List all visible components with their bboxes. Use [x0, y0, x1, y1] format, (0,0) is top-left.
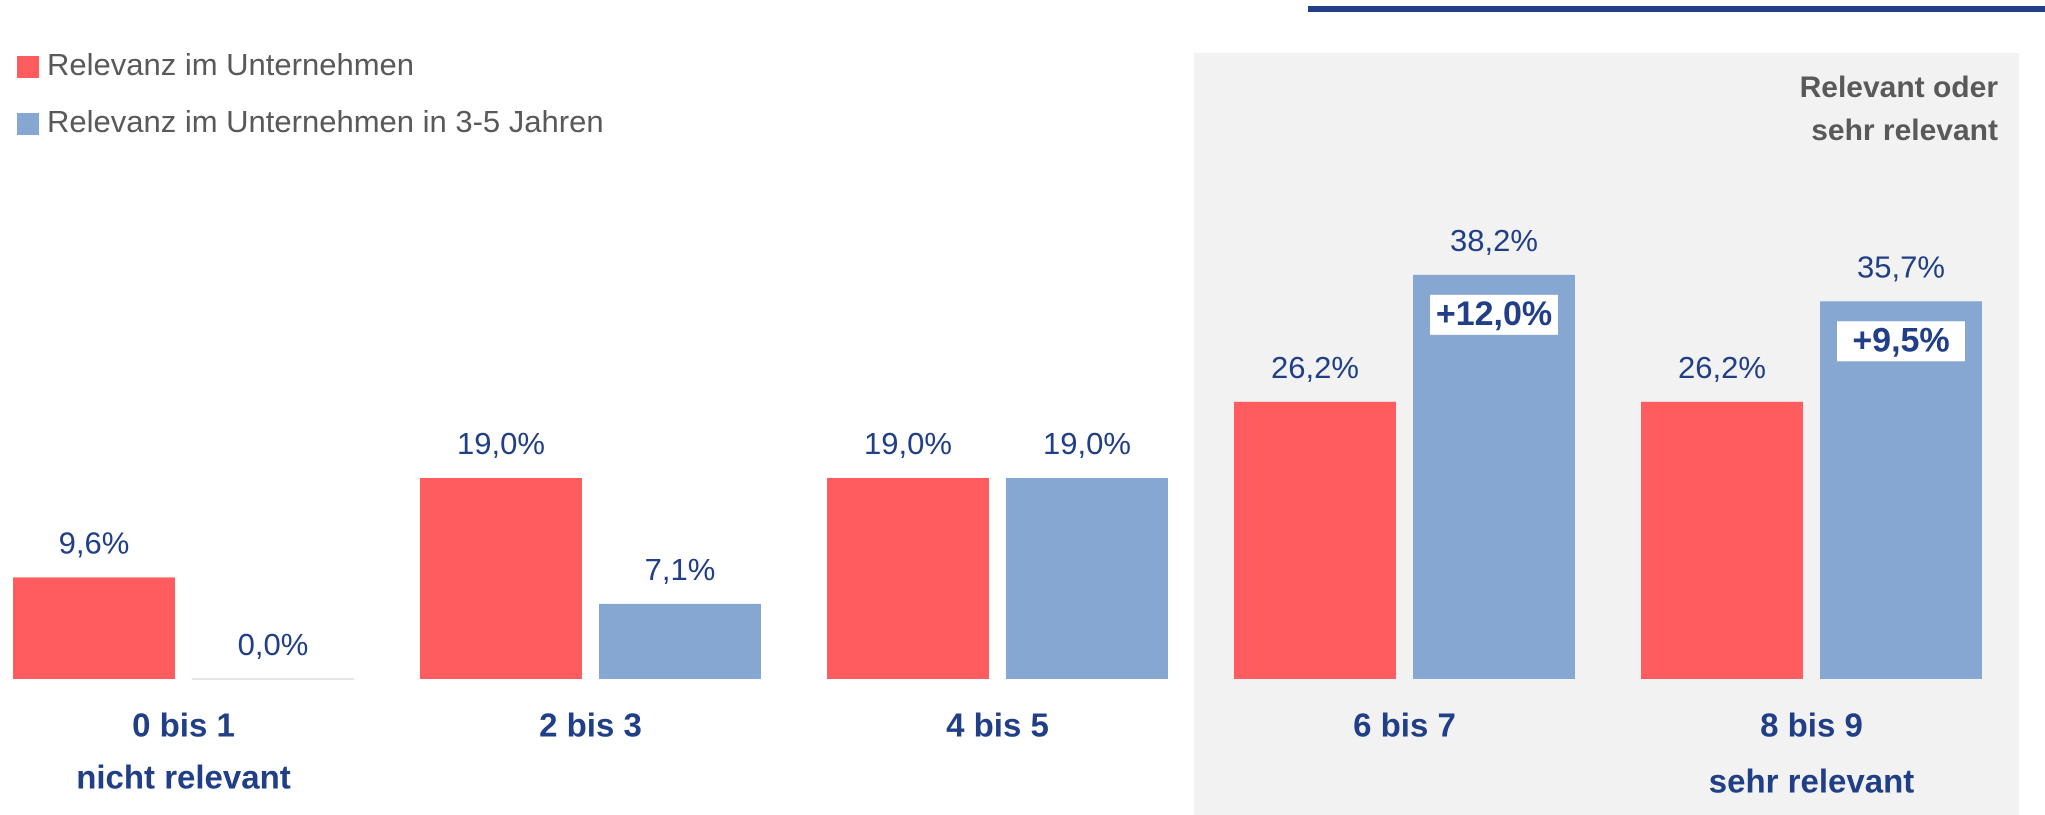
- value-label: 9,6%: [59, 526, 130, 561]
- annotation-box: [1430, 294, 1558, 335]
- highlight-label: sehr relevant: [1811, 114, 1998, 147]
- legend-swatch: [17, 56, 39, 78]
- value-label: 0,0%: [238, 627, 309, 662]
- bar: [1006, 477, 1168, 679]
- legend-label: Relevanz im Unternehmen in 3-5 Jahren: [47, 104, 604, 139]
- value-label: 19,0%: [864, 426, 952, 461]
- category-note: nicht relevant: [76, 759, 291, 796]
- x-tick-label: 0 bis 1: [132, 707, 235, 744]
- category-note: sehr relevant: [1709, 763, 1914, 800]
- value-label: 19,0%: [1043, 426, 1131, 461]
- value-label: 7,1%: [645, 552, 716, 587]
- bar: [1234, 401, 1396, 679]
- bar: [599, 603, 761, 679]
- bar: [1641, 401, 1803, 679]
- value-label: 19,0%: [457, 426, 545, 461]
- annotation: +12,0%: [1436, 295, 1552, 333]
- x-tick-label: 8 bis 9: [1760, 707, 1863, 744]
- highlight-label: Relevant oder: [1800, 71, 1999, 104]
- value-label: 26,2%: [1678, 350, 1766, 385]
- annotation: +9,5%: [1852, 321, 1949, 359]
- bar: [827, 477, 989, 679]
- x-tick-label: 4 bis 5: [946, 707, 1049, 744]
- top-rule: [1308, 6, 2045, 12]
- legend-swatch: [17, 113, 39, 135]
- bar: [420, 477, 582, 679]
- value-label: 26,2%: [1271, 350, 1359, 385]
- x-tick-label: 6 bis 7: [1353, 707, 1456, 744]
- legend-label: Relevanz im Unternehmen: [47, 47, 414, 82]
- bar: [13, 577, 175, 679]
- bar: [1820, 301, 1982, 679]
- value-label: 38,2%: [1450, 223, 1538, 258]
- value-label: 35,7%: [1857, 249, 1945, 284]
- x-tick-label: 2 bis 3: [539, 707, 642, 744]
- annotation-box: [1837, 321, 1965, 362]
- bar: [1413, 274, 1575, 679]
